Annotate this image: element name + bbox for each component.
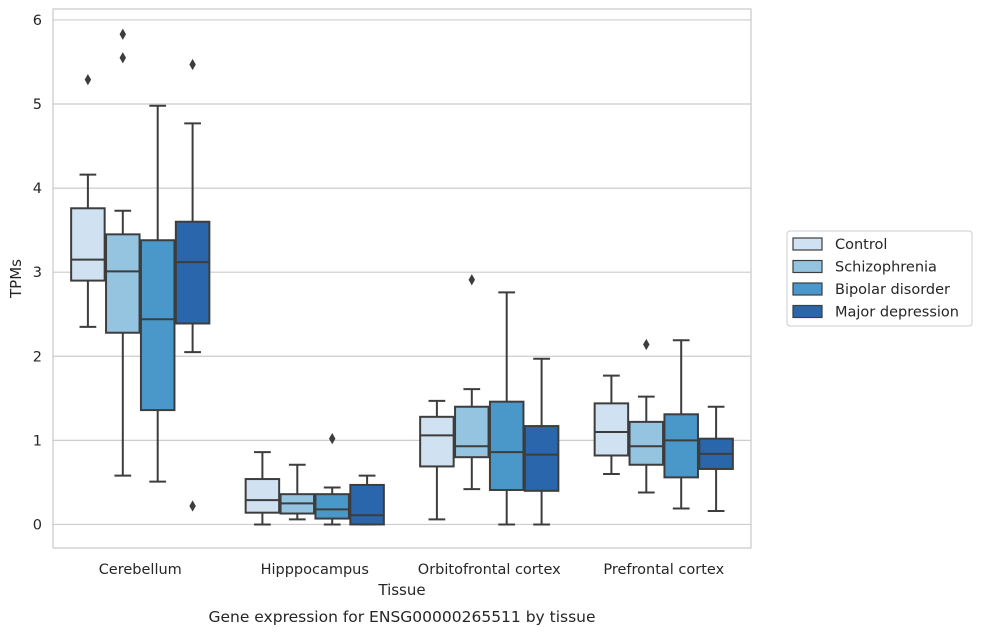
box-iqr: [70, 207, 106, 282]
legend-swatch: [792, 259, 823, 274]
box-2-3: [523, 357, 560, 526]
box-iqr: [523, 425, 560, 492]
outlier-point: [189, 58, 196, 71]
box-iqr: [105, 233, 141, 334]
x-tick-label: Hipppocampus: [261, 562, 369, 578]
outlier-point: [643, 338, 650, 351]
box-2-0: [419, 399, 455, 521]
legend: Control Schizophrenia Bipolar disorder Majo…: [786, 230, 973, 327]
box-2-1: [454, 274, 490, 491]
box-iqr: [139, 239, 176, 412]
box-1-2: [314, 433, 350, 526]
x-tick-labels: Cerebellum Hipppocampus Orbitofrontal cort…: [99, 562, 725, 578]
y-tick-label: 1: [33, 433, 42, 449]
outlier-point: [468, 274, 476, 286]
x-tick-label: Prefrontal cortex: [603, 562, 724, 578]
legend-label: Control: [835, 237, 887, 253]
y-tick-label: 2: [33, 349, 42, 365]
legend-item: Control: [792, 237, 887, 253]
legend-item: Bipolar disorder: [792, 282, 950, 298]
box-iqr: [349, 483, 385, 526]
legend-frame: [786, 230, 973, 327]
outlier-point: [328, 433, 336, 445]
legend-item: Schizophrenia: [792, 259, 937, 276]
box-0-2: [139, 104, 176, 483]
box-3-0: [593, 374, 630, 476]
box-1-1: [279, 463, 316, 521]
y-tick-label: 4: [33, 181, 42, 197]
outlier-point: [119, 28, 127, 40]
box-2-2: [488, 291, 525, 526]
box-0-0: [70, 74, 106, 328]
legend-swatch: [792, 237, 823, 251]
box-iqr: [244, 478, 281, 514]
box-iqr: [174, 220, 211, 325]
box-3-3: [698, 405, 734, 513]
box-iqr: [663, 413, 699, 479]
box-3-2: [663, 339, 699, 510]
legend-label: Bipolar disorder: [835, 282, 950, 298]
box-iqr: [593, 402, 630, 457]
outlier-point: [119, 52, 127, 64]
outlier-point: [84, 74, 92, 86]
y-tick-label: 5: [33, 97, 42, 113]
box-1-0: [244, 451, 281, 526]
box-0-1: [105, 28, 141, 477]
boxes: [70, 28, 734, 526]
y-tick-label: 6: [33, 13, 42, 29]
chart-caption: Gene expression for ENSG00000265511 by t…: [208, 608, 595, 626]
box-iqr: [628, 420, 665, 466]
outlier-point: [189, 500, 196, 512]
legend-label: Major depression: [835, 305, 959, 321]
x-tick-label: Cerebellum: [99, 562, 182, 578]
legend-label: Schizophrenia: [835, 260, 937, 276]
y-tick-label: 0: [33, 517, 42, 533]
box-iqr: [419, 415, 455, 468]
box-iqr: [314, 493, 350, 520]
box-iqr: [454, 405, 490, 459]
x-tick-label: Orbitofrontal cortex: [418, 562, 561, 578]
box-iqr: [488, 400, 525, 491]
plot-frame: [52, 8, 752, 549]
y-axis-label: TPMs: [7, 259, 25, 299]
legend-swatch: [792, 304, 823, 319]
box-3-1: [628, 338, 665, 494]
legend-item: Major depression: [792, 304, 959, 321]
y-tick-labels: 0 1 2 3 4 5 6: [33, 13, 42, 534]
x-axis-label: Tissue: [377, 581, 425, 599]
box-0-3: [174, 58, 211, 512]
legend-swatch: [792, 282, 823, 296]
box-1-3: [349, 474, 385, 526]
y-tick-label: 3: [33, 265, 42, 281]
